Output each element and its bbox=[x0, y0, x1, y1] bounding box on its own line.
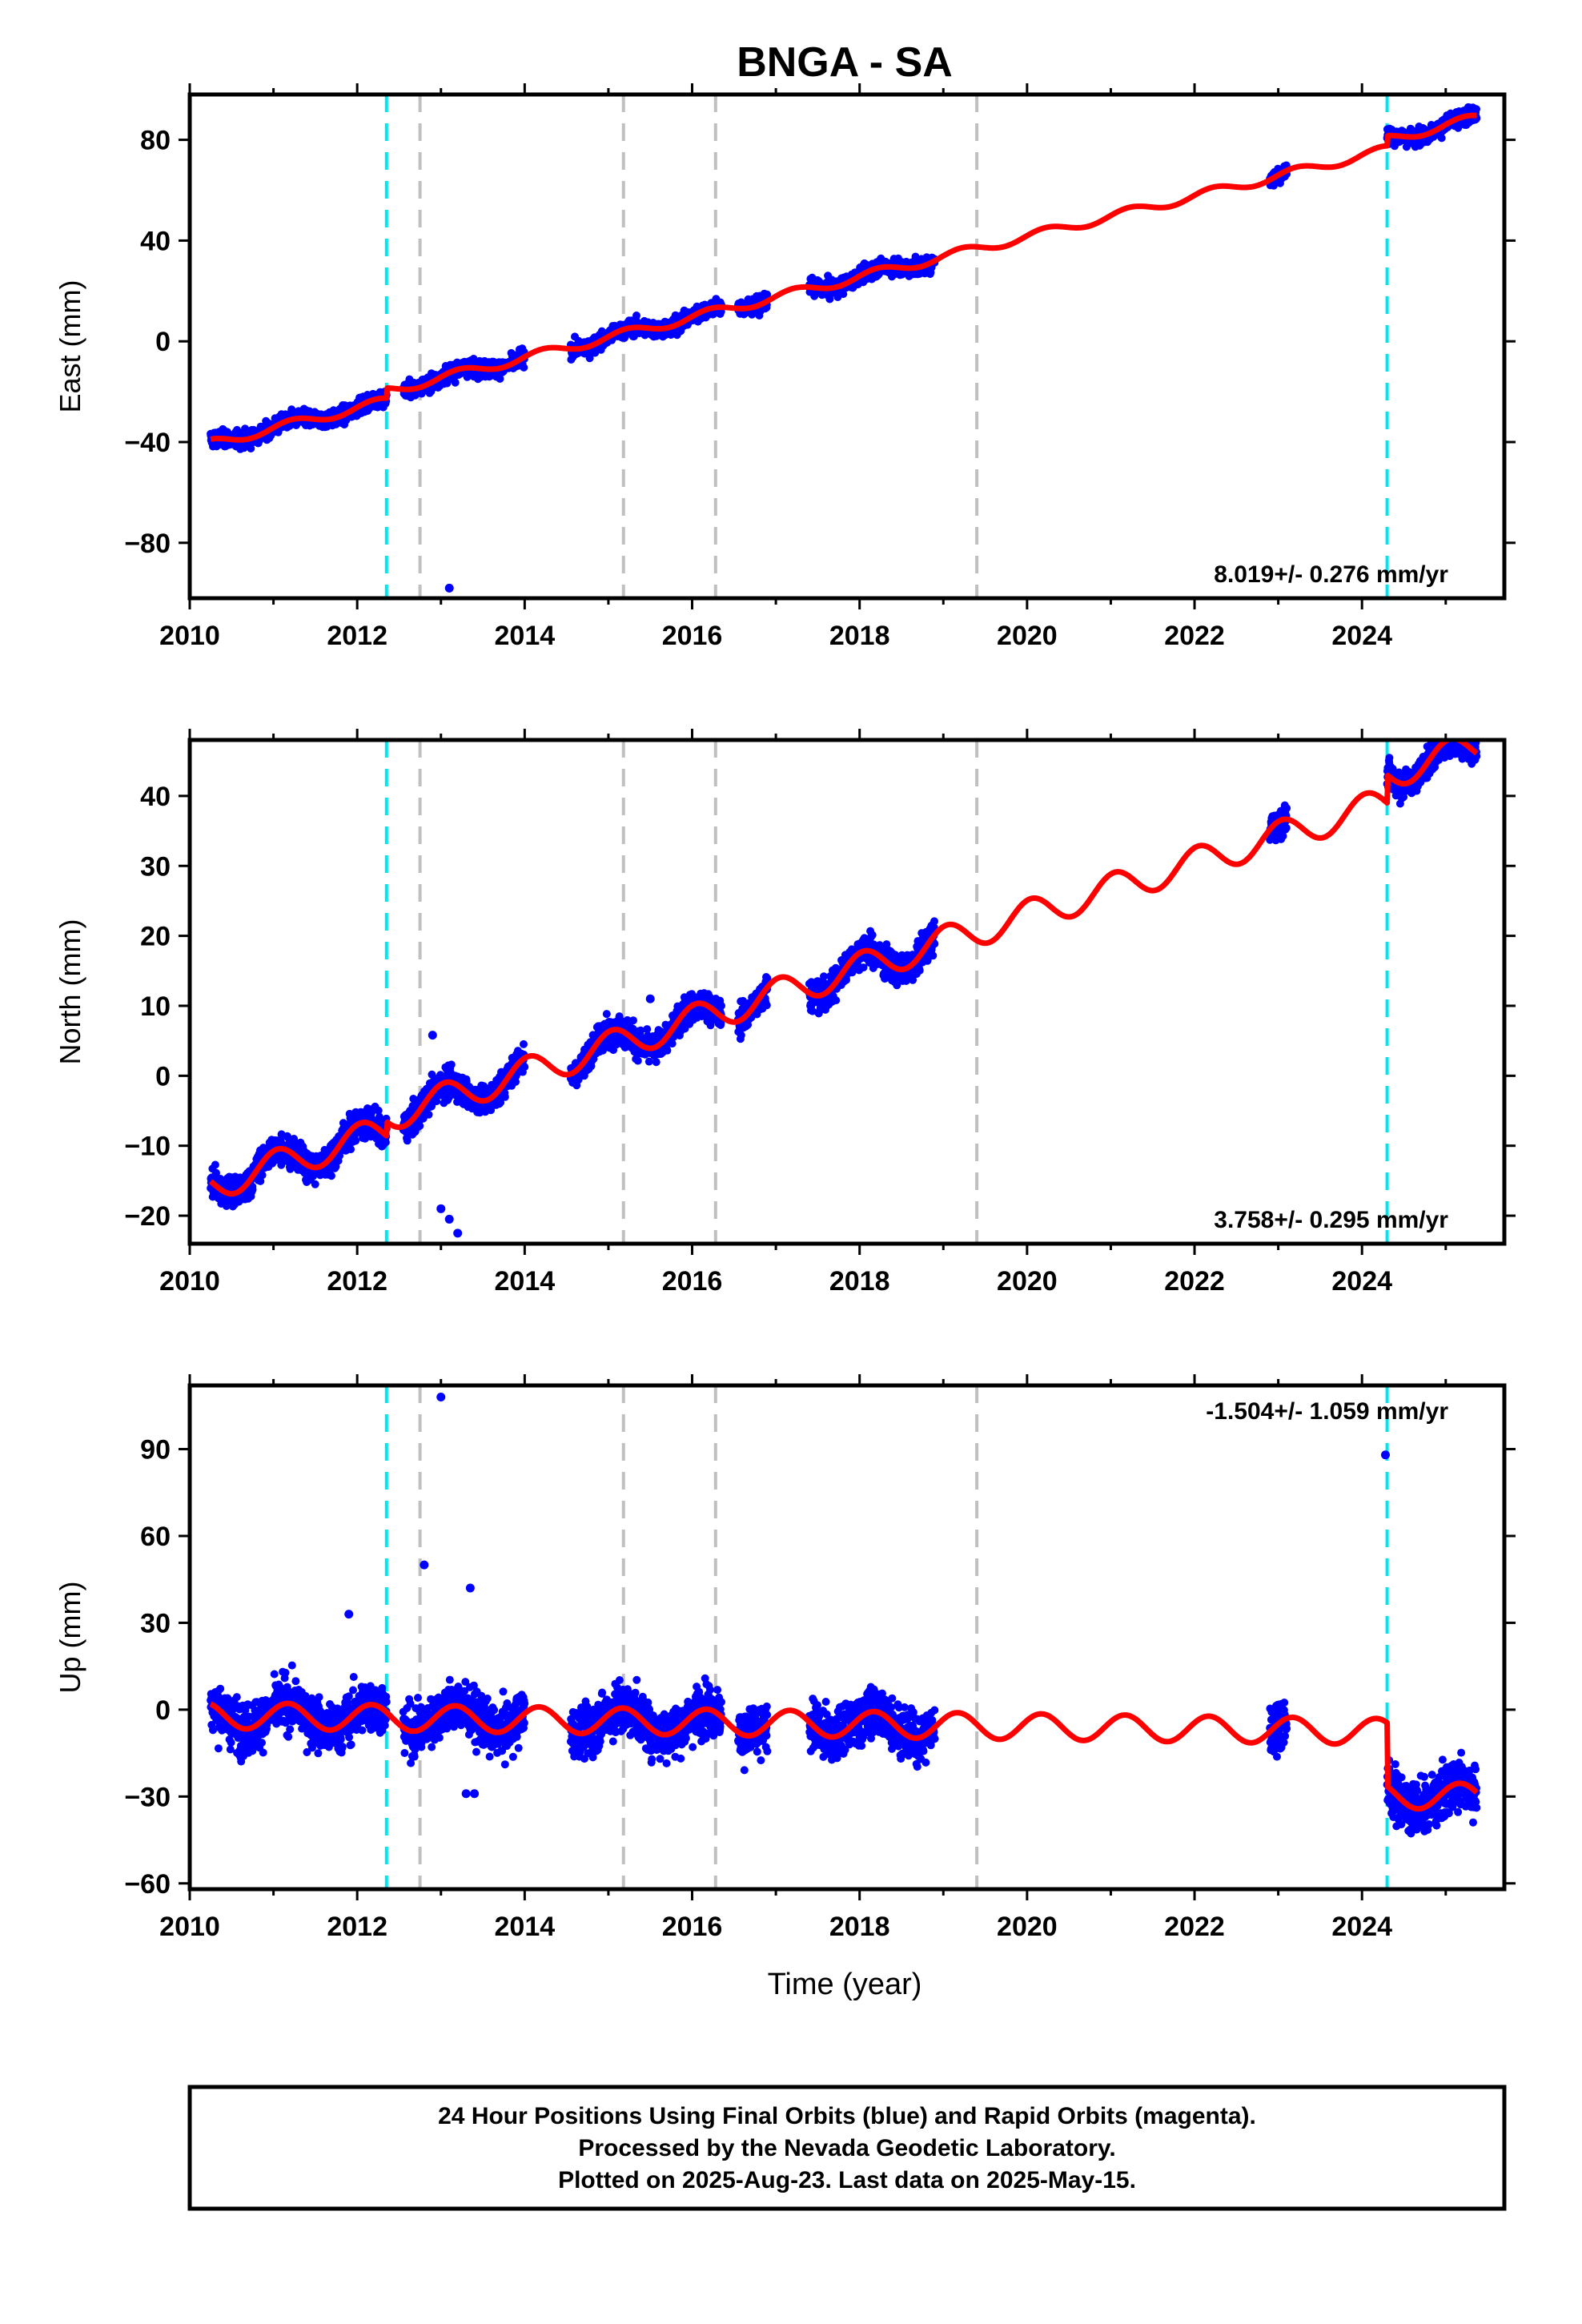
data-point bbox=[241, 424, 250, 433]
x-tick-label: 2024 bbox=[1331, 621, 1392, 651]
plot-area bbox=[207, 740, 1481, 1244]
x-tick-label: 2018 bbox=[829, 621, 890, 651]
data-points bbox=[207, 103, 1481, 593]
figure-title: BNGA - SA bbox=[737, 39, 953, 86]
data-point bbox=[500, 1092, 509, 1101]
data-point bbox=[248, 1185, 257, 1194]
data-point bbox=[629, 1016, 637, 1025]
data-point bbox=[327, 1172, 335, 1180]
data-point bbox=[633, 1056, 642, 1065]
data-point bbox=[652, 1058, 661, 1067]
data-point bbox=[585, 354, 594, 363]
data-point bbox=[424, 1110, 433, 1119]
data-point bbox=[443, 379, 452, 388]
data-point bbox=[496, 375, 504, 383]
y-tick-label: 40 bbox=[140, 226, 171, 256]
x-tick-label: 2012 bbox=[327, 621, 387, 651]
y-tick-label: −40 bbox=[124, 428, 171, 458]
data-point bbox=[1437, 134, 1446, 143]
plot-area bbox=[207, 94, 1481, 598]
data-point bbox=[351, 1136, 360, 1145]
east-panel: 2010 2012 2014 2016 2018 2020 2022 2024 80 40 0 −40… bbox=[54, 83, 1516, 651]
plot-frame bbox=[187, 92, 1507, 601]
rate-label: 8.019+/- 0.276 mm/yr bbox=[1214, 561, 1448, 588]
outlier-point bbox=[444, 583, 454, 593]
x-tick-label: 2010 bbox=[159, 621, 220, 651]
y-axis-label: East (mm) bbox=[54, 280, 86, 413]
y-tick-label: 80 bbox=[140, 126, 171, 156]
data-points bbox=[207, 740, 1481, 1238]
y-tick-label: 0 bbox=[155, 327, 171, 357]
x-tick-label: 2022 bbox=[1164, 621, 1225, 651]
north-panel: 2010 2012 2014 2016 2018 2020 2022 202440302010… bbox=[54, 729, 1516, 1297]
data-point bbox=[211, 1160, 219, 1169]
data-point bbox=[451, 378, 460, 387]
x-tick-label: 2016 bbox=[662, 621, 723, 651]
data-point bbox=[1472, 105, 1480, 114]
data-point bbox=[258, 1171, 267, 1180]
data-point bbox=[520, 1039, 528, 1048]
data-point bbox=[447, 1060, 456, 1069]
data-point bbox=[311, 1180, 319, 1188]
data-point bbox=[632, 312, 640, 320]
data-point bbox=[347, 1145, 355, 1154]
x-tick-label: 2020 bbox=[997, 621, 1058, 651]
data-point bbox=[416, 1121, 424, 1130]
x-tick-label: 2014 bbox=[495, 621, 556, 651]
data-point bbox=[663, 1046, 672, 1055]
data-point bbox=[520, 363, 528, 372]
data-point bbox=[602, 1010, 611, 1019]
y-tick-label: −80 bbox=[124, 529, 171, 559]
